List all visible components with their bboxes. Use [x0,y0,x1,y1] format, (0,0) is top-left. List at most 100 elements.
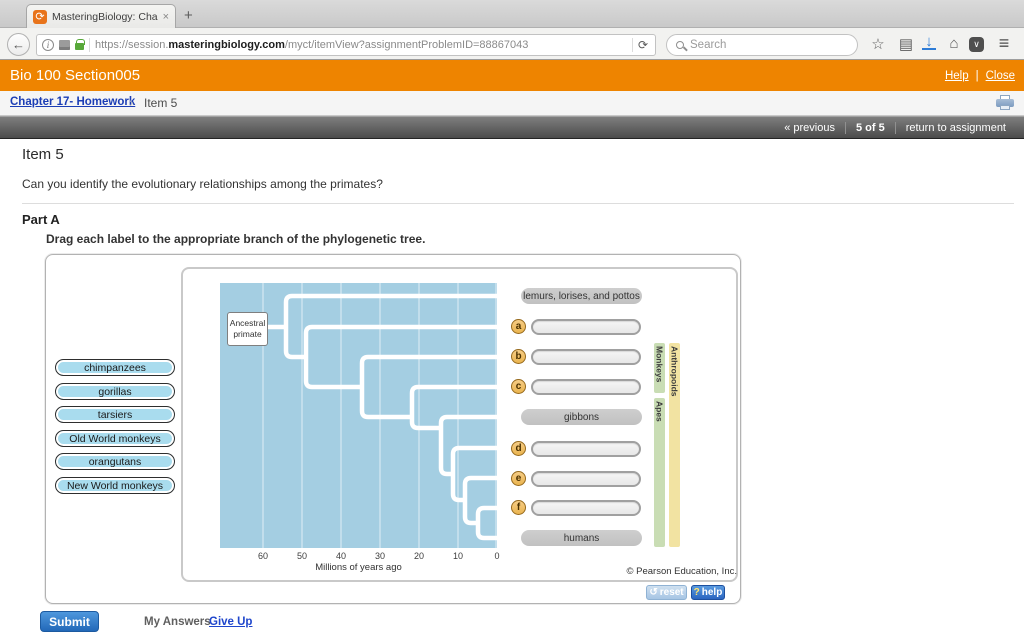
slot-marker-d: d [511,441,526,456]
axis-tick-20: 20 [413,551,425,561]
axis-tick-60: 60 [257,551,269,561]
tab-close-icon[interactable]: × [162,10,169,23]
previous-link[interactable]: « previous [784,121,835,134]
tree-branch-tarsier-split [303,324,497,390]
clade-label-apes: Apes [654,401,665,422]
chevron-right-icon: › [129,94,134,110]
help-button[interactable]: ? help [691,585,725,600]
tree-branch-lemurs-split [283,293,497,360]
drop-slot-a[interactable] [531,319,641,335]
url-domain: masteringbiology.com [168,39,285,51]
site-permissions-icon[interactable] [59,40,70,50]
reset-button[interactable]: ↺ reset [646,585,687,600]
pocket-icon[interactable]: ∨ [969,37,984,52]
drag-label-tarsiers[interactable]: tarsiers [55,406,175,423]
axis-tick-30: 30 [374,551,386,561]
item-question: Can you identify the evolutionary relati… [22,177,383,191]
tree-branch-old-world-split [409,384,497,431]
submit-button[interactable]: Submit [40,611,99,632]
clade-label-anthropoids: Anthropoids [669,346,680,397]
url-text: https://session.masteringbiology.com/myc… [95,39,627,51]
masteringbiology-favicon-icon: ⟳ [33,9,47,24]
address-bar[interactable]: i https://session.masteringbiology.com/m… [36,34,656,56]
clade-bar-monkeys: Monkeys [654,343,665,393]
drop-slot-b[interactable] [531,349,641,365]
drag-instruction: Drag each label to the appropriate branc… [46,232,426,246]
tree-branches [266,293,497,541]
help-link[interactable]: Help [944,69,969,82]
taxon-humans: humans [521,530,642,546]
part-a-label: Part A [22,212,60,227]
pager-position: 5 of 5 [844,121,895,134]
drop-slot-f[interactable] [531,500,641,516]
tree-branch-gorilla-split [462,475,497,526]
bookmark-star-icon[interactable]: ☆ [871,36,885,53]
page-info-icon[interactable]: i [42,39,54,51]
drag-label-chimpanzees[interactable]: chimpanzees [55,359,175,376]
secure-lock-icon [75,39,85,50]
drop-slot-c[interactable] [531,379,641,395]
slot-marker-b: b [511,349,526,364]
give-up-link[interactable]: Give Up [209,616,253,628]
tab-bar: ⟳ MasteringBiology: Chapter ... × + [0,0,1024,28]
phylogenetic-tree [220,283,497,548]
bookmarks-sidebar-icon[interactable]: ▤ [898,36,914,53]
taxon-lemurs-lorises-pottos: lemurs, lorises, and pottos [521,288,642,304]
course-header: Bio 100 Section005 Help | Close [0,60,1024,91]
axis-tick-0: 0 [494,551,500,561]
breadcrumb-current-item: Item 5 [144,96,178,110]
course-title: Bio 100 Section005 [10,67,141,84]
drop-slot-e[interactable] [531,471,641,487]
ancestral-primate-label: Ancestral primate [227,312,268,346]
print-icon[interactable] [996,95,1014,110]
drop-slot-d[interactable] [531,441,641,457]
axis-tick-50: 50 [296,551,308,561]
new-tab-button[interactable]: + [184,7,193,24]
home-icon[interactable]: ⌂ [949,35,959,52]
clade-bar-apes: Apes [654,398,665,547]
axis-label: Millions of years ago [315,562,402,573]
back-button[interactable]: ← [7,33,30,56]
axis-tick-40: 40 [335,551,347,561]
slot-marker-f: f [511,500,526,515]
close-link[interactable]: Close [985,69,1015,82]
printer-body [996,99,1014,107]
url-path: /myct/itemView?assignmentProblemID=88867… [284,39,529,51]
printer-output [1000,105,1010,110]
tab-title: MasteringBiology: Chapter ... [52,10,158,23]
reload-icon[interactable]: ⟳ [631,38,650,52]
item-title: Item 5 [22,146,64,163]
axis-tick-10: 10 [452,551,464,561]
downloads-icon[interactable]: ↓ [922,34,936,50]
slot-marker-a: a [511,319,526,334]
url-separator [89,38,90,52]
return-to-assignment-link[interactable]: return to assignment [894,121,1016,134]
drag-label-orangutans[interactable]: orangutans [55,453,175,470]
menu-icon[interactable]: ≡ [998,33,1010,53]
tree-branch-gibbon-split [438,414,497,477]
help-label: help [701,587,723,598]
clade-label-monkeys: Monkeys [654,346,665,383]
search-icon [676,41,684,49]
drag-label-new-world-monkeys[interactable]: New World monkeys [55,477,175,494]
search-bar[interactable] [666,34,858,56]
tree-branch-chimp-human-split [475,505,497,541]
breadcrumb: Chapter 17- Homework › Item 5 [0,91,1024,116]
breadcrumb-assignment-link[interactable]: Chapter 17- Homework [10,96,136,108]
browser-tab[interactable]: ⟳ MasteringBiology: Chapter ... × [26,4,176,28]
drag-label-old-world-monkeys[interactable]: Old World monkeys [55,430,175,447]
reset-label: reset [659,587,684,598]
header-links: Help | Close [945,60,1015,91]
copyright-notice: © Pearson Education, Inc. [626,566,737,577]
link-separator: | [975,69,979,82]
clade-bar-anthropoids: Anthropoids [669,343,680,547]
slot-marker-e: e [511,471,526,486]
url-prefix: https://session. [95,39,169,51]
drag-label-gorillas[interactable]: gorillas [55,383,175,400]
item-pager-bar: « previous 5 of 5 return to assignment [0,116,1024,139]
search-input[interactable] [690,39,848,51]
my-answers-label[interactable]: My Answers [144,616,211,628]
section-divider [22,203,1014,204]
reset-icon: ↺ [649,587,658,598]
